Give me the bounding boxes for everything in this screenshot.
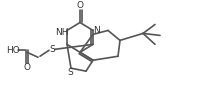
- Text: S: S: [49, 45, 55, 54]
- Text: S: S: [67, 68, 73, 77]
- Text: NH: NH: [55, 28, 69, 37]
- Text: N: N: [94, 26, 100, 35]
- Text: O: O: [77, 1, 83, 10]
- Text: O: O: [23, 63, 31, 72]
- Text: HO: HO: [6, 46, 20, 55]
